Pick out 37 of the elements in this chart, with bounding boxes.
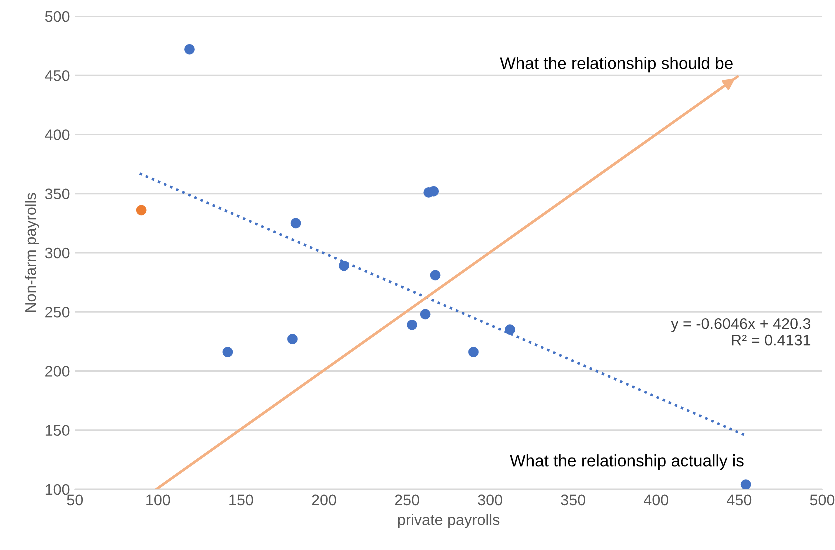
point: [468, 347, 479, 358]
x-tick-label: 50: [67, 494, 84, 506]
y-tick-label: 150: [46, 425, 70, 436]
x-tick-label: 300: [478, 494, 502, 506]
annotation: What the relationship actually is: [510, 454, 744, 470]
point: [136, 205, 147, 216]
y-tick-label: 500: [45, 11, 70, 22]
point: [407, 320, 418, 330]
point: [505, 324, 516, 336]
point: [288, 334, 298, 345]
y-tick-label: 250: [46, 306, 70, 318]
x-axis-title: private payrolls: [398, 514, 500, 528]
point: [338, 260, 350, 272]
point: [740, 480, 752, 490]
x-tick-label: 100: [146, 494, 170, 506]
x-tick-label: 250: [395, 494, 420, 506]
y-tick-label: 400: [45, 130, 70, 140]
x-tick-label: 500: [810, 494, 835, 506]
y-tick-label: 200: [46, 366, 70, 377]
x-tick-label: 350: [561, 494, 586, 506]
y-tick-label: 300: [45, 248, 70, 259]
y-tick-label: 350: [45, 188, 70, 200]
annotation: y = -0.6046x + 420.3 R² = 0.4131: [671, 318, 811, 346]
point: [290, 218, 302, 229]
y-tick-label: 100: [46, 484, 70, 496]
annotation: What the relationship should be: [500, 57, 733, 73]
point: [184, 44, 195, 55]
x-tick-label: 450: [727, 494, 752, 506]
x-tick-label: 400: [644, 494, 669, 506]
y-axis-title: Non-farm payrolls: [25, 193, 40, 312]
x-tick-label: 200: [312, 494, 336, 506]
point: [420, 309, 431, 320]
point: [430, 270, 441, 281]
x-tick-label: 150: [230, 494, 254, 506]
point: [428, 186, 440, 197]
point: [222, 347, 234, 358]
y-tick-label: 450: [45, 70, 70, 82]
